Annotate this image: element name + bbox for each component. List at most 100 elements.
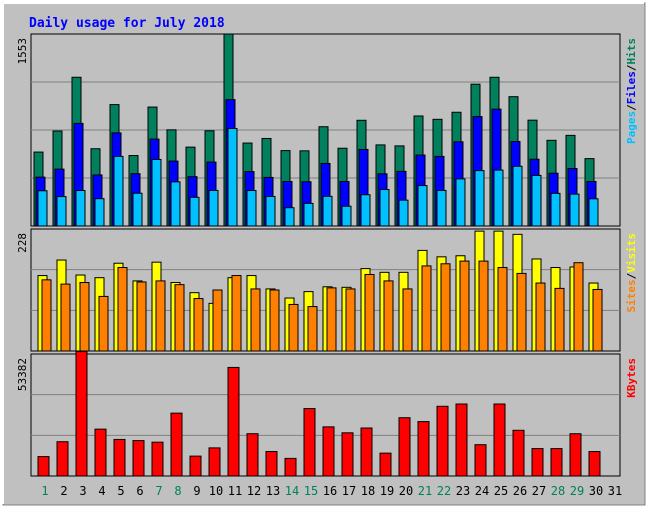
sites-bar xyxy=(231,275,242,352)
kbytes-bar xyxy=(531,448,544,477)
sites-bar xyxy=(497,267,508,352)
x-tick-label: 9 xyxy=(193,484,200,498)
pages-bar xyxy=(474,170,485,227)
x-tick-label: 18 xyxy=(361,484,375,498)
kbytes-bar xyxy=(246,433,259,477)
x-tick-label: 17 xyxy=(342,484,356,498)
legend-entry: Visits xyxy=(625,233,638,273)
legend-entry: Sites xyxy=(625,279,638,312)
sites-bar xyxy=(592,288,603,352)
pages-bar xyxy=(246,190,257,227)
x-tick-label: 31 xyxy=(608,484,622,498)
legend: Sites/Visits xyxy=(625,233,638,313)
kbytes-bar xyxy=(341,432,354,477)
sites-bar xyxy=(269,289,280,352)
sites-bar xyxy=(402,288,413,352)
ymax-label: 228 xyxy=(16,233,29,253)
x-tick-label: 5 xyxy=(117,484,124,498)
sites-bar xyxy=(573,262,584,352)
sites-bar xyxy=(383,280,394,352)
ymax-label: 53382 xyxy=(16,358,29,391)
kbytes-bar xyxy=(569,433,582,477)
sites-bar xyxy=(41,279,52,352)
kbytes-bar xyxy=(189,455,202,477)
pages-bar xyxy=(360,194,371,227)
pages-bar xyxy=(398,199,409,227)
pages-bar xyxy=(189,196,200,227)
x-tick-label: 13 xyxy=(266,484,280,498)
legend-entry: / xyxy=(625,64,638,71)
sites-bar xyxy=(459,260,470,352)
kbytes-bar xyxy=(303,408,316,477)
x-tick-label: 19 xyxy=(380,484,394,498)
legend-entry: Hits xyxy=(625,38,638,65)
pages-bar xyxy=(569,193,580,227)
x-tick-label: 8 xyxy=(174,484,181,498)
sites-bar xyxy=(364,273,375,352)
kbytes-bar xyxy=(132,440,145,477)
visits-sites-panel: 228 Sites/Visits xyxy=(16,228,638,352)
pages-bar xyxy=(284,207,295,227)
pages-bar xyxy=(341,205,352,227)
sites-bar xyxy=(250,288,261,352)
x-tick-label: 21 xyxy=(418,484,432,498)
kbytes-bar xyxy=(493,403,506,477)
kbytes-bar xyxy=(265,451,278,477)
kbytes-bar xyxy=(588,451,601,477)
pages-bar xyxy=(436,189,447,227)
pages-bar xyxy=(56,196,67,227)
pages-bar xyxy=(208,189,219,227)
sites-bar xyxy=(307,306,318,352)
sites-bar xyxy=(478,260,489,352)
legend-entry: Files xyxy=(625,71,638,104)
x-tick-label: 14 xyxy=(285,484,299,498)
sites-bar xyxy=(193,298,204,352)
sites-bar xyxy=(288,303,299,352)
sites-bar xyxy=(516,272,527,352)
sites-bar xyxy=(440,263,451,352)
x-tick-label: 3 xyxy=(79,484,86,498)
pages-bar xyxy=(455,178,466,227)
kbytes-bar xyxy=(113,438,126,477)
pages-bar xyxy=(512,165,523,227)
x-tick-label: 22 xyxy=(437,484,451,498)
pages-bar xyxy=(37,190,48,227)
kbytes-bar xyxy=(227,366,240,477)
legend-entry: / xyxy=(625,104,638,111)
pages-bar xyxy=(227,127,238,227)
kbytes-panel: 53382 KBytes xyxy=(16,351,638,477)
sites-bar xyxy=(79,282,90,352)
sites-bar xyxy=(155,280,166,352)
x-tick-label: 25 xyxy=(494,484,508,498)
sites-bar xyxy=(212,289,223,352)
legend-entry: Pages xyxy=(625,111,638,144)
sites-bar xyxy=(98,295,109,352)
pages-bar xyxy=(75,190,86,227)
x-tick-label: 28 xyxy=(551,484,565,498)
kbytes-bar xyxy=(208,447,221,477)
pages-bar xyxy=(493,169,504,227)
x-tick-label: 2 xyxy=(60,484,67,498)
pages-bar xyxy=(550,192,561,227)
kbytes-bar xyxy=(379,452,392,477)
x-tick-label: 30 xyxy=(589,484,603,498)
legend: Pages/Files/Hits xyxy=(625,38,638,144)
x-tick-label: 7 xyxy=(155,484,162,498)
kbytes-bar xyxy=(170,412,183,477)
ymax-label: 1553 xyxy=(16,38,29,65)
pages-bar xyxy=(417,185,428,227)
kbytes-bar xyxy=(322,426,335,477)
pages-bar xyxy=(322,195,333,227)
chart-title: Daily usage for July 2018 xyxy=(29,16,225,31)
kbytes-bar xyxy=(37,456,50,477)
pages-bar xyxy=(379,189,390,227)
x-tick-label: 16 xyxy=(323,484,337,498)
sites-bar xyxy=(554,287,565,352)
kbytes-bar xyxy=(94,428,107,477)
x-tick-label: 20 xyxy=(399,484,413,498)
kbytes-bar xyxy=(436,405,449,477)
x-tick-label: 27 xyxy=(532,484,546,498)
x-tick-label: 12 xyxy=(247,484,261,498)
